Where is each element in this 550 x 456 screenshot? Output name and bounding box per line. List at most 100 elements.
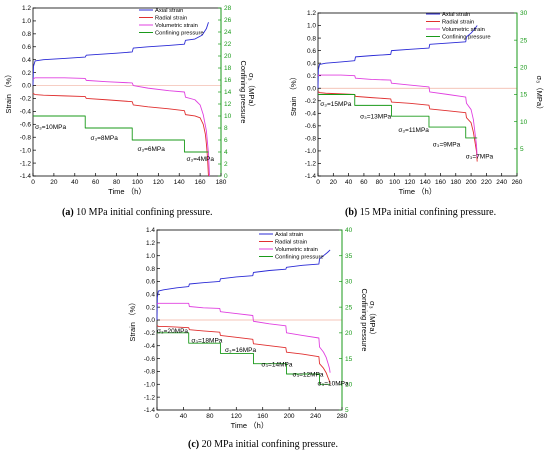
x-tick-label: 80 xyxy=(206,413,214,420)
x-tick-label: 200 xyxy=(284,413,295,420)
series-radial-strain xyxy=(156,324,331,385)
x-tick-label: 140 xyxy=(174,179,185,186)
pressure-label: σ₃=18MPa xyxy=(191,338,222,345)
series-radial-strain xyxy=(32,92,209,177)
series-axial-strain xyxy=(317,25,478,89)
x-tick-label: 40 xyxy=(345,179,353,186)
y-tick-label: 0.8 xyxy=(307,35,316,42)
y-tick-label: -0.2 xyxy=(20,96,32,103)
y2-tick-label: 18 xyxy=(224,65,232,72)
legend-entry: Axial strain xyxy=(275,232,303,238)
y-tick-label: -0.8 xyxy=(144,369,156,376)
x-tick-label: 40 xyxy=(71,179,79,186)
y2-tick-label: 0 xyxy=(224,173,228,180)
legend-entry: Radial strain xyxy=(155,16,187,22)
x-tick-label: 100 xyxy=(132,179,143,186)
legend-entry: Radial strain xyxy=(442,20,474,26)
y-tick-label: 1.4 xyxy=(146,227,155,234)
y-tick-label: 1.2 xyxy=(22,5,31,12)
pressure-label: σ₃=10MPa xyxy=(318,381,349,388)
x-tick-label: 120 xyxy=(153,179,164,186)
y-tick-label: 0.6 xyxy=(146,279,155,286)
pressure-label: σ₃=12MPa xyxy=(292,372,323,379)
legend-entry: Axial strain xyxy=(155,8,183,14)
y2-tick-label: 8 xyxy=(224,125,228,132)
x-tick-label: 180 xyxy=(450,179,461,186)
y-axis-label: Strain （%） xyxy=(128,298,137,341)
x-tick-label: 40 xyxy=(180,413,188,420)
x-tick-label: 160 xyxy=(435,179,446,186)
y-tick-label: -1.0 xyxy=(20,147,32,154)
y2-tick-label: 4 xyxy=(224,149,228,156)
y-axis-label: Strain （%） xyxy=(289,73,298,116)
x-tick-label: 220 xyxy=(481,179,492,186)
y-tick-label: 0.6 xyxy=(22,44,31,51)
y-tick-label: -0.2 xyxy=(144,330,156,337)
caption-b: (b) 15 MPa initial confining pressure. xyxy=(345,207,496,218)
x-axis-label: Time （h） xyxy=(399,187,437,196)
y2-axis-label: Confining pressure xyxy=(360,289,369,352)
legend-entry: Axial strain xyxy=(442,12,470,18)
y-tick-label: -1.4 xyxy=(144,407,156,414)
x-tick-label: 100 xyxy=(389,179,400,186)
y-tick-label: -1.0 xyxy=(144,381,156,388)
y-tick-label: -0.4 xyxy=(144,343,156,350)
x-tick-label: 20 xyxy=(50,179,58,186)
y-tick-label: 0.4 xyxy=(146,291,155,298)
y2-tick-label: 5 xyxy=(345,407,349,414)
x-tick-label: 60 xyxy=(92,179,100,186)
y2-tick-label: 28 xyxy=(224,5,232,12)
series-volumetric-strain xyxy=(156,302,331,373)
x-tick-label: 280 xyxy=(337,413,348,420)
x-tick-label: 0 xyxy=(31,179,35,186)
series-confining-pressure xyxy=(318,94,478,139)
y-tick-label: 0.0 xyxy=(22,83,31,90)
legend-entry: Volumetric strain xyxy=(275,247,318,253)
x-axis-label: Time （h） xyxy=(231,421,269,430)
y-tick-label: 0.2 xyxy=(22,70,31,77)
y-tick-label: -1.0 xyxy=(305,148,317,155)
y2-axis-label: σ₃（MPa） xyxy=(535,75,544,113)
y-tick-label: -0.6 xyxy=(20,122,32,129)
y-tick-label: 0.0 xyxy=(146,317,155,324)
caption-c-tag: (c) xyxy=(188,439,200,450)
y2-tick-label: 24 xyxy=(224,29,232,36)
pressure-label: σ₃=16MPa xyxy=(225,347,256,354)
y-tick-label: 0.4 xyxy=(307,60,316,67)
legend-entry: Volumetric strain xyxy=(442,27,485,33)
y2-tick-label: 6 xyxy=(224,137,228,144)
series-volumetric-strain xyxy=(32,77,210,177)
x-tick-label: 20 xyxy=(330,179,338,186)
series-confining-pressure xyxy=(33,115,209,153)
y2-axis-sublabel: σ₃（MPa） xyxy=(368,301,377,339)
x-tick-label: 200 xyxy=(466,179,477,186)
legend-entry: Confining pressure xyxy=(275,255,324,261)
series-axial-strain xyxy=(156,249,331,321)
y-tick-label: 0.8 xyxy=(22,31,31,38)
caption-c: (c) 20 MPa initial confining pressure. xyxy=(188,439,338,450)
y2-tick-label: 30 xyxy=(345,279,353,286)
chart-c: 0 40 80 120 160 200 240 280 -1.4 -1.2 -1.0 -0.8 -0.6… xyxy=(128,227,377,430)
y2-tick-label: 14 xyxy=(224,89,232,96)
legend-entry: Confining pressure xyxy=(155,31,204,37)
y2-tick-label: 35 xyxy=(345,253,353,260)
y2-tick-label: 20 xyxy=(520,65,528,72)
series-confining-pressure xyxy=(157,332,331,385)
series-volumetric-strain xyxy=(317,74,478,158)
pressure-label: σ₃=14MPa xyxy=(261,361,292,368)
x-tick-label: 120 xyxy=(404,179,415,186)
x-tick-label: 180 xyxy=(216,179,227,186)
y-tick-label: -0.6 xyxy=(144,356,156,363)
y-tick-label: 1.0 xyxy=(22,18,31,25)
y2-axis-label: Confining pressure xyxy=(239,61,248,124)
y2-tick-label: 30 xyxy=(520,10,528,17)
x-tick-label: 80 xyxy=(113,179,121,186)
x-tick-label: 160 xyxy=(195,179,206,186)
y2-tick-label: 22 xyxy=(224,41,232,48)
x-tick-label: 240 xyxy=(310,413,321,420)
series-radial-strain xyxy=(317,91,478,162)
y-tick-label: -1.4 xyxy=(305,173,317,180)
